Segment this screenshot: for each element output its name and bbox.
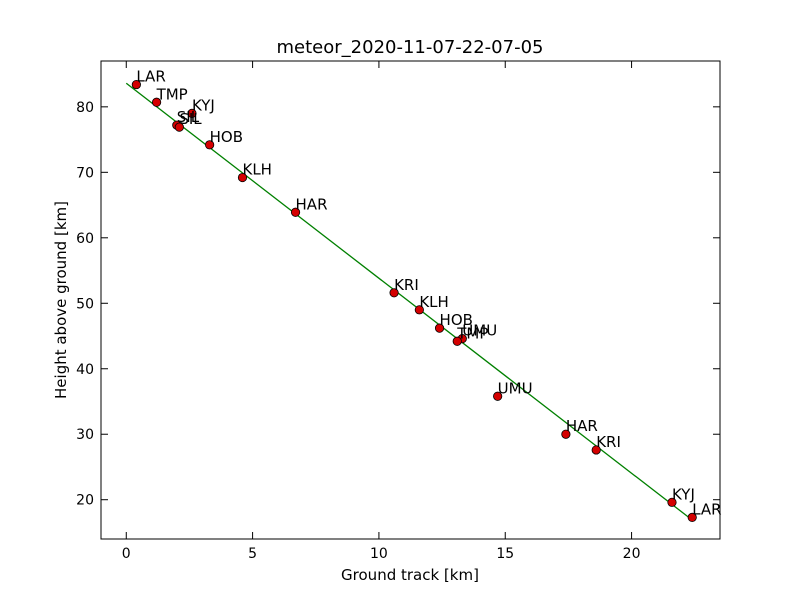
data-point xyxy=(174,122,184,132)
data-point xyxy=(434,323,445,333)
chart-title: meteor_2020-11-07-22-07-05 xyxy=(277,37,544,58)
point-label: UMU xyxy=(462,322,497,340)
x-tick-label: 5 xyxy=(248,546,257,562)
data-point xyxy=(389,288,399,298)
point-label: HOB xyxy=(440,311,473,329)
point-label: KRI xyxy=(596,433,621,451)
y-tick-label: 40 xyxy=(76,362,94,378)
data-point xyxy=(591,445,601,455)
point-label: HOB xyxy=(210,128,243,146)
data-point xyxy=(493,391,503,401)
y-tick-label: 20 xyxy=(76,493,94,509)
point-label: TMP xyxy=(456,324,488,342)
y-tick-label: 80 xyxy=(76,100,94,116)
data-point xyxy=(687,512,697,522)
point-label: SIL xyxy=(177,108,200,126)
point-label: SIL xyxy=(179,110,202,128)
plot-frame xyxy=(100,60,721,540)
data-point xyxy=(187,108,197,118)
y-tick-label: 30 xyxy=(76,427,94,443)
data-point xyxy=(205,140,215,150)
data-point xyxy=(452,336,462,346)
x-tick-label: 10 xyxy=(370,546,388,562)
data-point xyxy=(561,429,571,439)
plot-layer: LARTMPKYJSILSILHOBKLHHARKRIKLHHOBUMUTMPU… xyxy=(76,60,722,562)
data-point xyxy=(237,172,248,183)
y-axis-title: Height above ground [km] xyxy=(52,201,70,399)
y-tick-label: 50 xyxy=(76,296,94,312)
point-label: UMU xyxy=(498,379,533,397)
point-label: HAR xyxy=(566,417,598,435)
x-tick-label: 20 xyxy=(623,546,641,562)
data-point xyxy=(131,79,141,90)
point-label: LAR xyxy=(136,68,165,86)
y-tick-label: 70 xyxy=(76,165,94,181)
point-label: KYJ xyxy=(672,485,695,503)
point-label: KYJ xyxy=(192,96,215,114)
data-point xyxy=(667,497,677,507)
point-label: HAR xyxy=(296,195,328,213)
point-label: LAR xyxy=(692,500,721,518)
data-point xyxy=(414,305,424,315)
data-point xyxy=(290,207,301,217)
point-label: KRI xyxy=(394,276,419,294)
x-tick-label: 15 xyxy=(496,546,514,562)
data-point xyxy=(151,97,162,107)
y-tick-label: 60 xyxy=(76,231,94,247)
x-tick-label: 0 xyxy=(122,546,131,562)
point-label: TMP xyxy=(156,85,188,103)
x-axis-title: Ground track [km] xyxy=(341,566,479,584)
point-label: KLH xyxy=(419,293,448,311)
point-label: KLH xyxy=(242,161,271,179)
